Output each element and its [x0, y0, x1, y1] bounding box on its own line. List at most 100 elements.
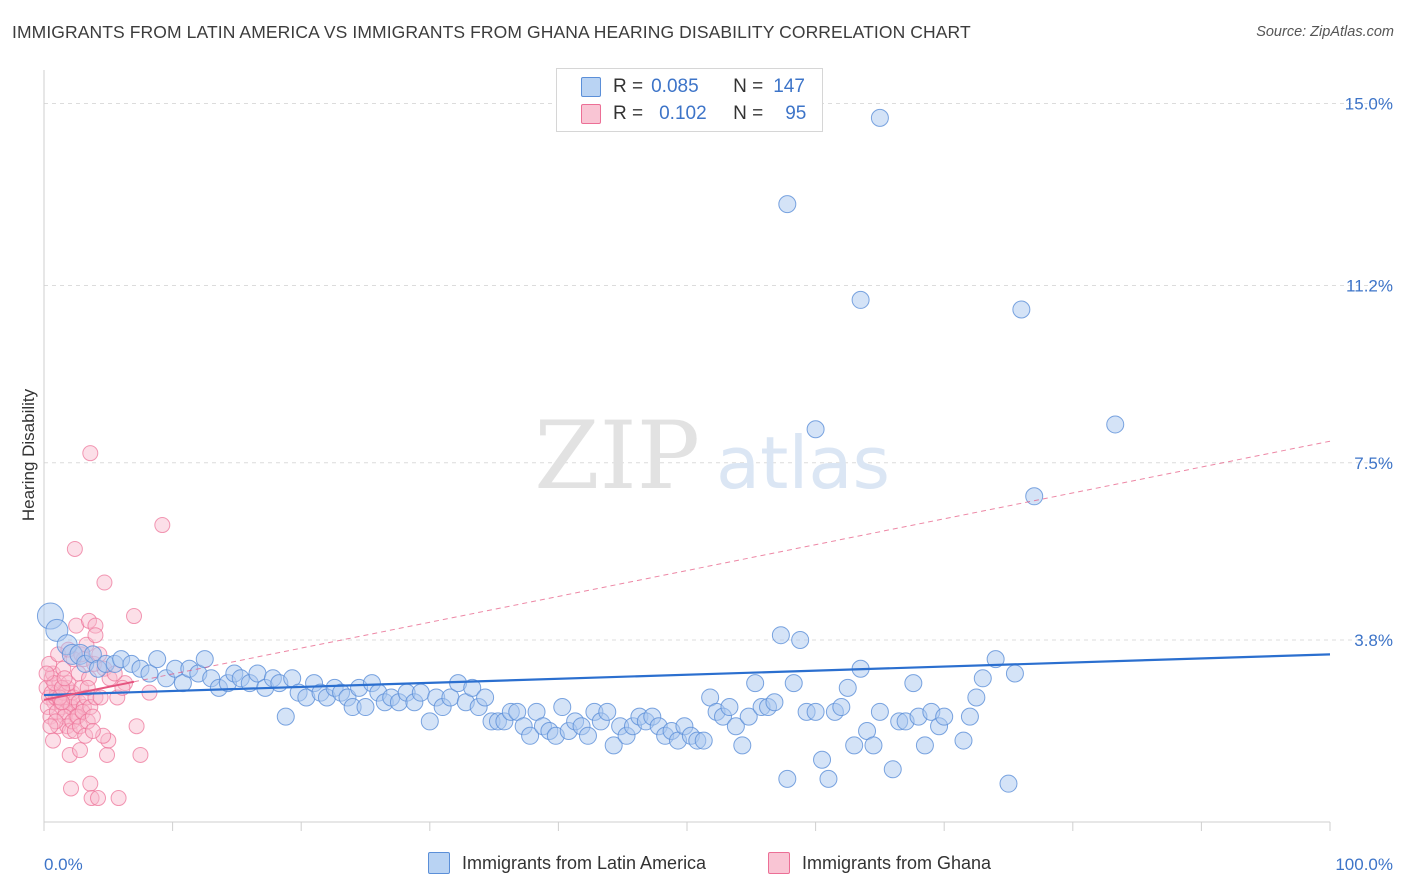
ghana-point: [154, 517, 171, 534]
ghana-point: [72, 742, 89, 759]
latin-america-point: [986, 650, 1005, 669]
legend-swatch-pink: [768, 852, 790, 874]
ghana-point: [56, 670, 73, 687]
latin-america-point: [148, 650, 167, 669]
latin-america-point: [832, 698, 851, 717]
gridlines: [44, 103, 1395, 641]
ghana-point: [82, 775, 99, 792]
latin-america-point: [746, 674, 765, 693]
latin-america-point: [960, 707, 979, 726]
latin-america-point: [771, 626, 790, 645]
latin-america-point: [739, 707, 758, 726]
ghana-point: [87, 617, 104, 634]
latin-america-point: [935, 707, 954, 726]
legend-swatch-blue: [581, 77, 601, 97]
legend-item-latin-america: Immigrants from Latin America: [428, 852, 706, 874]
latin-america-point: [967, 688, 986, 707]
chart-source: Source: ZipAtlas.com: [1256, 24, 1394, 40]
ghana-point: [63, 780, 80, 797]
latin-america-point: [915, 736, 934, 755]
latin-america-point: [784, 674, 803, 693]
ghana-point: [82, 699, 99, 716]
ghana-point: [66, 540, 83, 557]
tick-labels: 3.8% 7.5% 11.2% 15.0% 0.0% 100.0%: [44, 95, 1393, 874]
legend-swatch-blue: [428, 852, 450, 874]
watermark-zip: ZIP: [534, 402, 700, 511]
ghana-point: [83, 790, 100, 807]
latin-america-point: [845, 736, 864, 755]
series-latin-america: [36, 108, 1125, 793]
legend-n-value: 147: [773, 76, 805, 97]
latin-america-point: [1025, 487, 1044, 506]
ghana-point: [74, 703, 91, 720]
latin-america-point: [870, 702, 889, 721]
latin-america-point: [694, 731, 713, 750]
latin-america-point: [870, 108, 889, 127]
y-tick-label: 3.8%: [1354, 631, 1393, 650]
legend-r-label: R =: [613, 103, 644, 124]
latin-america-point: [813, 750, 832, 769]
latin-america-point: [1005, 664, 1024, 683]
ghana-point: [99, 746, 116, 763]
latin-america-point: [806, 420, 825, 439]
x-tick-label: 100.0%: [1335, 855, 1393, 874]
trend-lines: [43, 440, 1331, 701]
latin-america-point: [999, 774, 1018, 793]
latin-america-point: [521, 726, 540, 745]
legend-swatch-pink: [581, 104, 601, 124]
x-tick-label: 0.0%: [44, 855, 83, 874]
latin-america-point: [904, 674, 923, 693]
ghana-point: [84, 722, 101, 739]
ghana-point: [110, 790, 127, 807]
y-axis-label: Hearing Disability: [19, 388, 38, 521]
latin-america-point: [195, 650, 214, 669]
latin-america-point: [553, 698, 572, 717]
legend-label-ghana: Immigrants from Ghana: [802, 852, 992, 873]
ghana-point: [81, 612, 98, 629]
ghana-point: [43, 684, 60, 701]
latin-america-point: [806, 702, 825, 721]
ghana-point: [95, 727, 112, 744]
legend-n-value: 95: [785, 103, 807, 124]
latin-america-point: [463, 678, 482, 697]
legend-label-latin-america: Immigrants from Latin America: [462, 852, 707, 873]
ghana-point: [82, 445, 99, 462]
latin-america-point: [1012, 300, 1031, 319]
ghana-trend-line-solid: [43, 680, 135, 701]
latin-america-point: [578, 726, 597, 745]
latin-america-point: [733, 736, 752, 755]
legend-row-ghana: R = 0.102 N = 95: [581, 101, 806, 127]
latin-america-point: [476, 688, 495, 707]
latin-america-point: [604, 736, 623, 755]
ghana-point: [128, 718, 145, 735]
latin-america-point: [420, 712, 439, 731]
latin-america-point: [819, 769, 838, 788]
legend-r-value: 0.085: [651, 76, 699, 97]
watermark-atlas: atlas: [716, 421, 890, 505]
latin-america-point: [598, 702, 617, 721]
latin-america-point: [791, 630, 810, 649]
legend-n-label: N =: [733, 76, 764, 97]
correlation-legend: R = 0.085 N = 147 R = 0.102 N = 95: [556, 68, 823, 132]
ghana-point: [61, 746, 78, 763]
ghana-point: [38, 665, 55, 682]
ghana-point: [96, 574, 113, 591]
latin-america-point: [356, 698, 375, 717]
latin-america-point: [1106, 415, 1125, 434]
y-tick-label: 15.0%: [1345, 95, 1393, 114]
latin-america-trend-line: [43, 653, 1331, 697]
latin-america-point: [864, 736, 883, 755]
legend-item-ghana: Immigrants from Ghana: [768, 852, 991, 874]
ghana-point: [87, 627, 104, 644]
latin-america-point: [838, 678, 857, 697]
y-tick-label: 11.2%: [1346, 277, 1393, 296]
ghana-point: [61, 722, 78, 739]
ghana-point: [84, 708, 101, 725]
latin-america-point: [851, 290, 870, 309]
ghana-point: [126, 608, 143, 625]
series-legend: Immigrants from Latin America Immigrants…: [0, 852, 1406, 876]
chart-title: IMMIGRANTS FROM LATIN AMERICA VS IMMIGRA…: [12, 22, 971, 42]
ghana-point: [90, 790, 107, 807]
latin-america-point: [973, 669, 992, 688]
